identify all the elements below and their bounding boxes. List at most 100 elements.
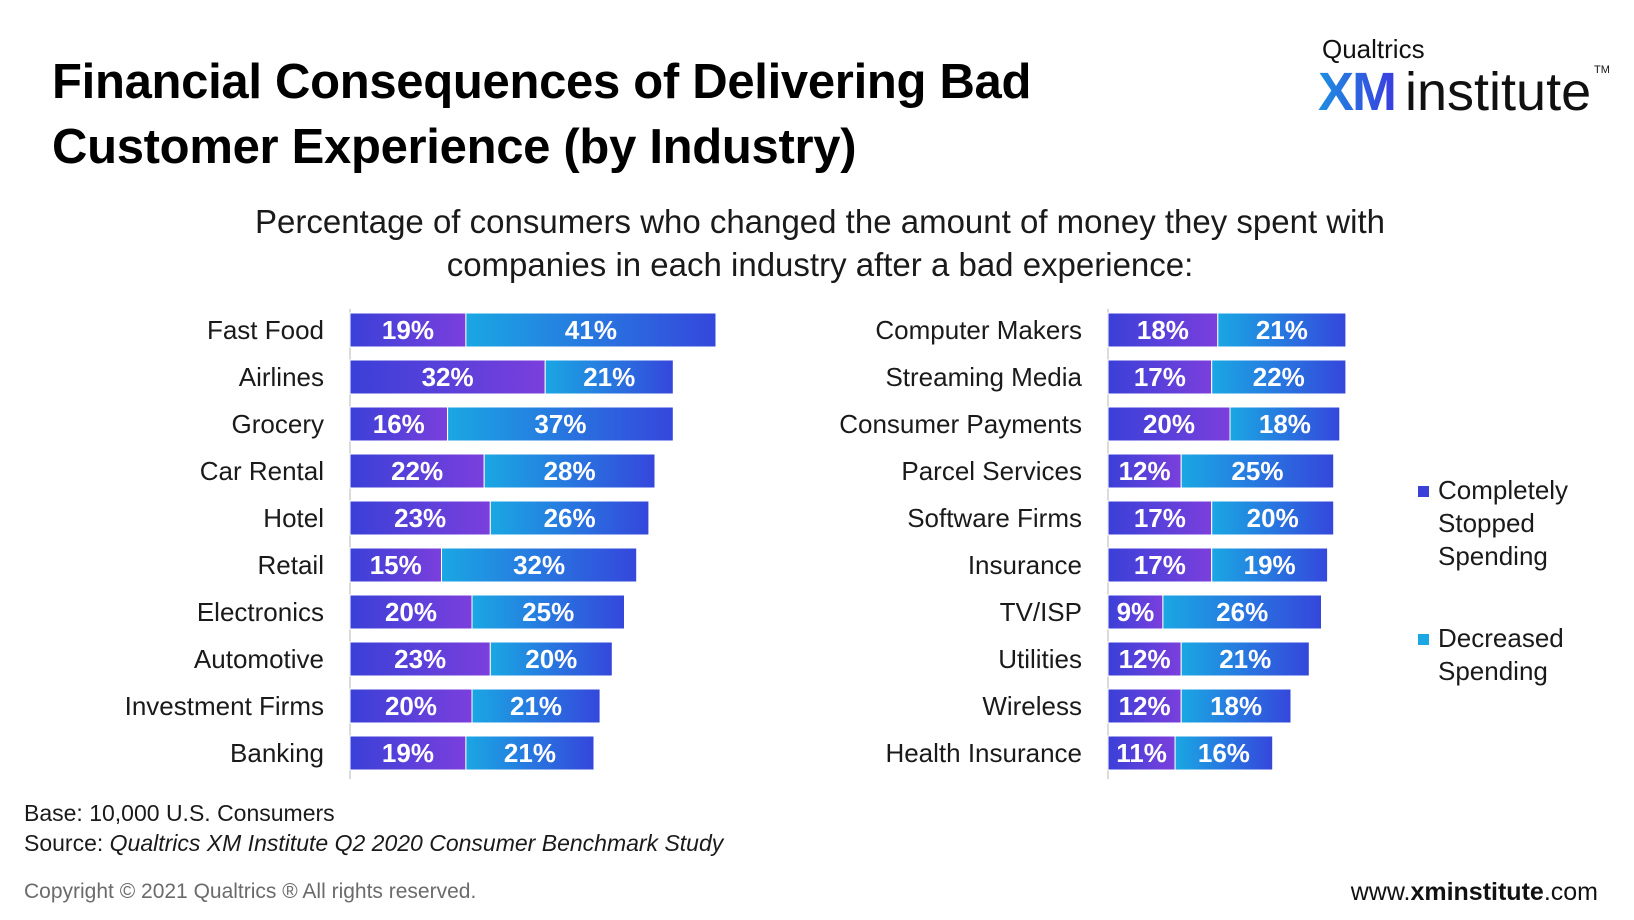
bar-stopped-retail xyxy=(349,547,442,583)
category-label-retail: Retail xyxy=(258,550,324,580)
legend-label-stopped-line1: Completely xyxy=(1438,475,1569,505)
category-label-airlines: Airlines xyxy=(239,362,324,392)
category-label-electronics: Electronics xyxy=(197,597,324,627)
bar-decreased-car-rental xyxy=(483,453,656,489)
data-label-decreased-retail: 32% xyxy=(513,550,565,580)
website-domain: xminstitute xyxy=(1410,878,1544,906)
data-label-stopped-computer-makers: 18% xyxy=(1137,315,1189,345)
chart-subtitle: Percentage of consumers who changed the … xyxy=(254,203,1385,283)
category-label-wireless: Wireless xyxy=(982,691,1082,721)
data-label-decreased-parcel-services: 25% xyxy=(1231,456,1283,486)
data-label-stopped-tv-isp: 9% xyxy=(1117,597,1155,627)
category-label-insurance: Insurance xyxy=(968,550,1082,580)
data-label-stopped-fast-food: 19% xyxy=(382,315,434,345)
data-label-stopped-streaming-media: 17% xyxy=(1134,362,1186,392)
legend-label-stopped: Completely Stopped Spending xyxy=(1438,474,1568,573)
category-label-computer-makers: Computer Makers xyxy=(875,315,1082,345)
bar-decreased-parcel-services xyxy=(1180,453,1335,489)
website-url: www.xminstitute.com xyxy=(1351,878,1598,907)
category-label-investment-firms: Investment Firms xyxy=(125,691,324,721)
logo-mark: XM institute xyxy=(1318,60,1591,124)
bar-stopped-computer-makers xyxy=(1107,312,1219,348)
bar-decreased-retail xyxy=(441,547,638,583)
category-label-hotel: Hotel xyxy=(263,503,324,533)
bar-decreased-electronics xyxy=(471,594,625,630)
bar-stopped-investment-firms xyxy=(349,688,473,724)
data-label-decreased-consumer-payments: 18% xyxy=(1259,409,1311,439)
data-label-stopped-electronics: 20% xyxy=(385,597,437,627)
bar-stopped-consumer-payments xyxy=(1107,406,1231,442)
legend-label-decreased-line2: Spending xyxy=(1438,656,1548,686)
bar-stopped-fast-food xyxy=(349,312,467,348)
data-label-decreased-automotive: 20% xyxy=(525,644,577,674)
bar-decreased-airlines xyxy=(544,359,674,395)
data-label-stopped-investment-firms: 20% xyxy=(385,691,437,721)
data-label-stopped-software-firms: 17% xyxy=(1134,503,1186,533)
data-label-stopped-consumer-payments: 20% xyxy=(1143,409,1195,439)
data-label-stopped-hotel: 23% xyxy=(394,503,446,533)
data-label-stopped-car-rental: 22% xyxy=(391,456,443,486)
bar-stopped-automotive xyxy=(349,641,491,677)
bar-decreased-grocery xyxy=(447,406,674,442)
data-label-stopped-airlines: 32% xyxy=(422,362,474,392)
legend-label-stopped-line2: Stopped xyxy=(1438,508,1535,538)
data-label-stopped-utilities: 12% xyxy=(1119,644,1171,674)
category-label-health-insurance: Health Insurance xyxy=(885,738,1082,768)
source-name: Qualtrics XM Institute Q2 2020 Consumer … xyxy=(109,830,724,856)
category-label-banking: Banking xyxy=(230,738,324,768)
category-label-fast-food: Fast Food xyxy=(207,315,324,345)
bar-stopped-airlines xyxy=(349,359,546,395)
bar-stopped-grocery xyxy=(349,406,449,442)
xm-institute-logo: Qualtrics XM institute TM xyxy=(1318,34,1618,124)
category-label-consumer-payments: Consumer Payments xyxy=(839,409,1082,439)
logo-brand-text: Qualtrics xyxy=(1322,34,1425,64)
category-label-parcel-services: Parcel Services xyxy=(901,456,1082,486)
category-label-tv-isp: TV/ISP xyxy=(1000,597,1082,627)
category-label-grocery: Grocery xyxy=(232,409,324,439)
chart-layer: Fast Food 19% 41% Airlines 32% 21% Grocery 16% 3… xyxy=(125,309,1347,779)
bar-decreased-investment-firms xyxy=(471,688,601,724)
data-label-stopped-grocery: 16% xyxy=(373,409,425,439)
bar-decreased-health-insurance xyxy=(1174,735,1274,771)
source-label: Source: xyxy=(24,830,110,856)
category-label-software-firms: Software Firms xyxy=(907,503,1082,533)
bar-decreased-wireless xyxy=(1180,688,1292,724)
data-label-decreased-tv-isp: 26% xyxy=(1216,597,1268,627)
copyright-text: Copyright © 2021 Qualtrics ® All rights … xyxy=(24,880,477,903)
data-label-decreased-electronics: 25% xyxy=(522,597,574,627)
data-label-decreased-streaming-media: 22% xyxy=(1253,362,1305,392)
bar-stopped-car-rental xyxy=(349,453,485,489)
data-label-decreased-health-insurance: 16% xyxy=(1198,738,1250,768)
legend-label-decreased: Decreased Spending xyxy=(1438,622,1564,688)
bar-decreased-streaming-media xyxy=(1211,359,1347,395)
data-label-stopped-wireless: 12% xyxy=(1119,691,1171,721)
bar-decreased-utilities xyxy=(1180,641,1310,677)
data-label-decreased-fast-food: 41% xyxy=(565,315,617,345)
data-label-decreased-investment-firms: 21% xyxy=(510,691,562,721)
data-label-stopped-parcel-services: 12% xyxy=(1119,456,1171,486)
category-label-car-rental: Car Rental xyxy=(200,456,324,486)
bar-decreased-software-firms xyxy=(1211,500,1335,536)
page-title: Financial Consequences of Delivering Bad… xyxy=(52,55,1032,174)
data-label-decreased-software-firms: 20% xyxy=(1247,503,1299,533)
data-label-decreased-wireless: 18% xyxy=(1210,691,1262,721)
data-label-decreased-banking: 21% xyxy=(504,738,556,768)
legend-swatch-stopped xyxy=(1418,486,1429,497)
data-label-decreased-grocery: 37% xyxy=(534,409,586,439)
bar-decreased-banking xyxy=(465,735,595,771)
bar-decreased-tv-isp xyxy=(1162,594,1323,630)
data-label-stopped-banking: 19% xyxy=(382,738,434,768)
bar-stopped-tv-isp xyxy=(1107,594,1164,630)
data-label-stopped-retail: 15% xyxy=(370,550,422,580)
data-label-stopped-automotive: 23% xyxy=(394,644,446,674)
logo-xm-text: XM xyxy=(1318,62,1397,122)
bar-decreased-fast-food xyxy=(465,312,717,348)
category-label-streaming-media: Streaming Media xyxy=(885,362,1082,392)
data-label-stopped-health-insurance: 11% xyxy=(1116,738,1167,768)
source-note: Source: Qualtrics XM Institute Q2 2020 C… xyxy=(24,830,723,857)
bar-decreased-hotel xyxy=(489,500,650,536)
website-prefix: www. xyxy=(1350,878,1411,906)
legend-swatch-decreased xyxy=(1418,634,1429,645)
bar-stopped-health-insurance xyxy=(1107,735,1176,771)
